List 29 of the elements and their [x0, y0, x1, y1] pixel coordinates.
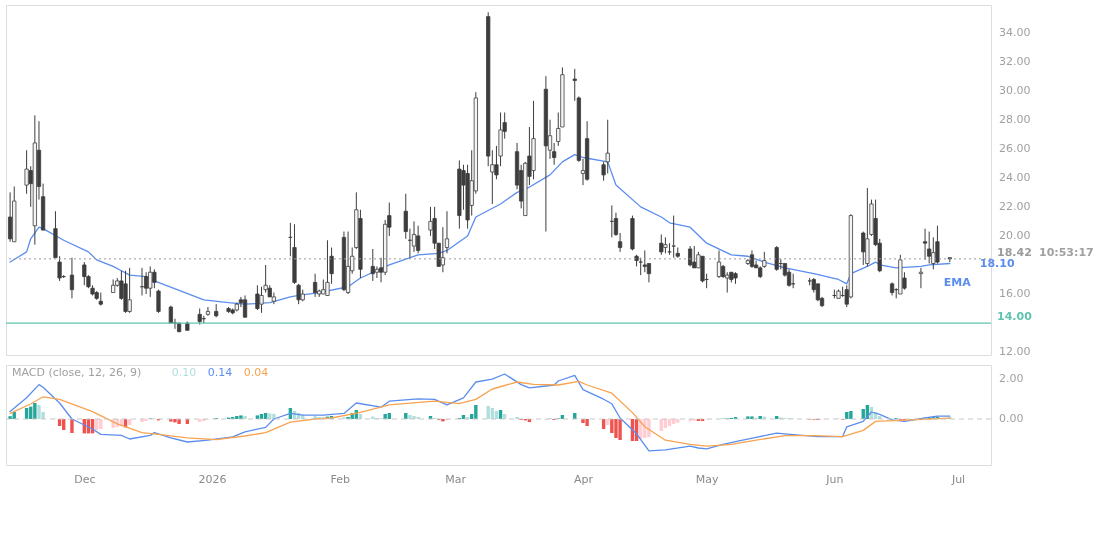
y-tick-label: 20.00: [999, 228, 1031, 242]
y-tick-label: 0.00: [999, 412, 1024, 425]
annotation: 0.14: [207, 366, 233, 379]
ref-line-label: 14.00: [997, 310, 1033, 324]
x-tick-label: Jul: [950, 472, 966, 486]
x-tick-label: Mar: [445, 472, 467, 486]
y-tick-label: 24.00: [999, 170, 1031, 184]
ref-line-label: 18.42: [997, 245, 1032, 259]
y-tick-label: 30.00: [999, 83, 1031, 97]
y-tick-label: 2.00: [999, 372, 1024, 385]
chart-title: MACD (close, 12, 26, 9): [12, 366, 142, 379]
x-tick-label: May: [695, 472, 719, 486]
annotation: 0.10: [171, 366, 197, 379]
annotation: 0.04: [243, 366, 269, 379]
text: 10:53:17: [1039, 245, 1094, 259]
x-tick-label: Jun: [825, 472, 844, 486]
y-tick-label: 26.00: [999, 141, 1031, 155]
y-tick-label: 28.00: [999, 112, 1031, 126]
x-tick-label: Dec: [74, 472, 96, 486]
y-tick-label: 12.00: [999, 345, 1031, 359]
y-tick-label: 32.00: [999, 54, 1031, 68]
series-label: EMA: [943, 275, 972, 289]
x-tick-label: Feb: [330, 472, 351, 486]
x-tick-label: 2026: [198, 472, 227, 486]
y-tick-label: 22.00: [999, 199, 1031, 213]
annotation: 18.10: [979, 256, 1015, 270]
y-tick-label: 16.00: [999, 287, 1031, 300]
x-tick-label: Apr: [573, 472, 594, 486]
y-tick-label: 34.00: [999, 25, 1031, 39]
